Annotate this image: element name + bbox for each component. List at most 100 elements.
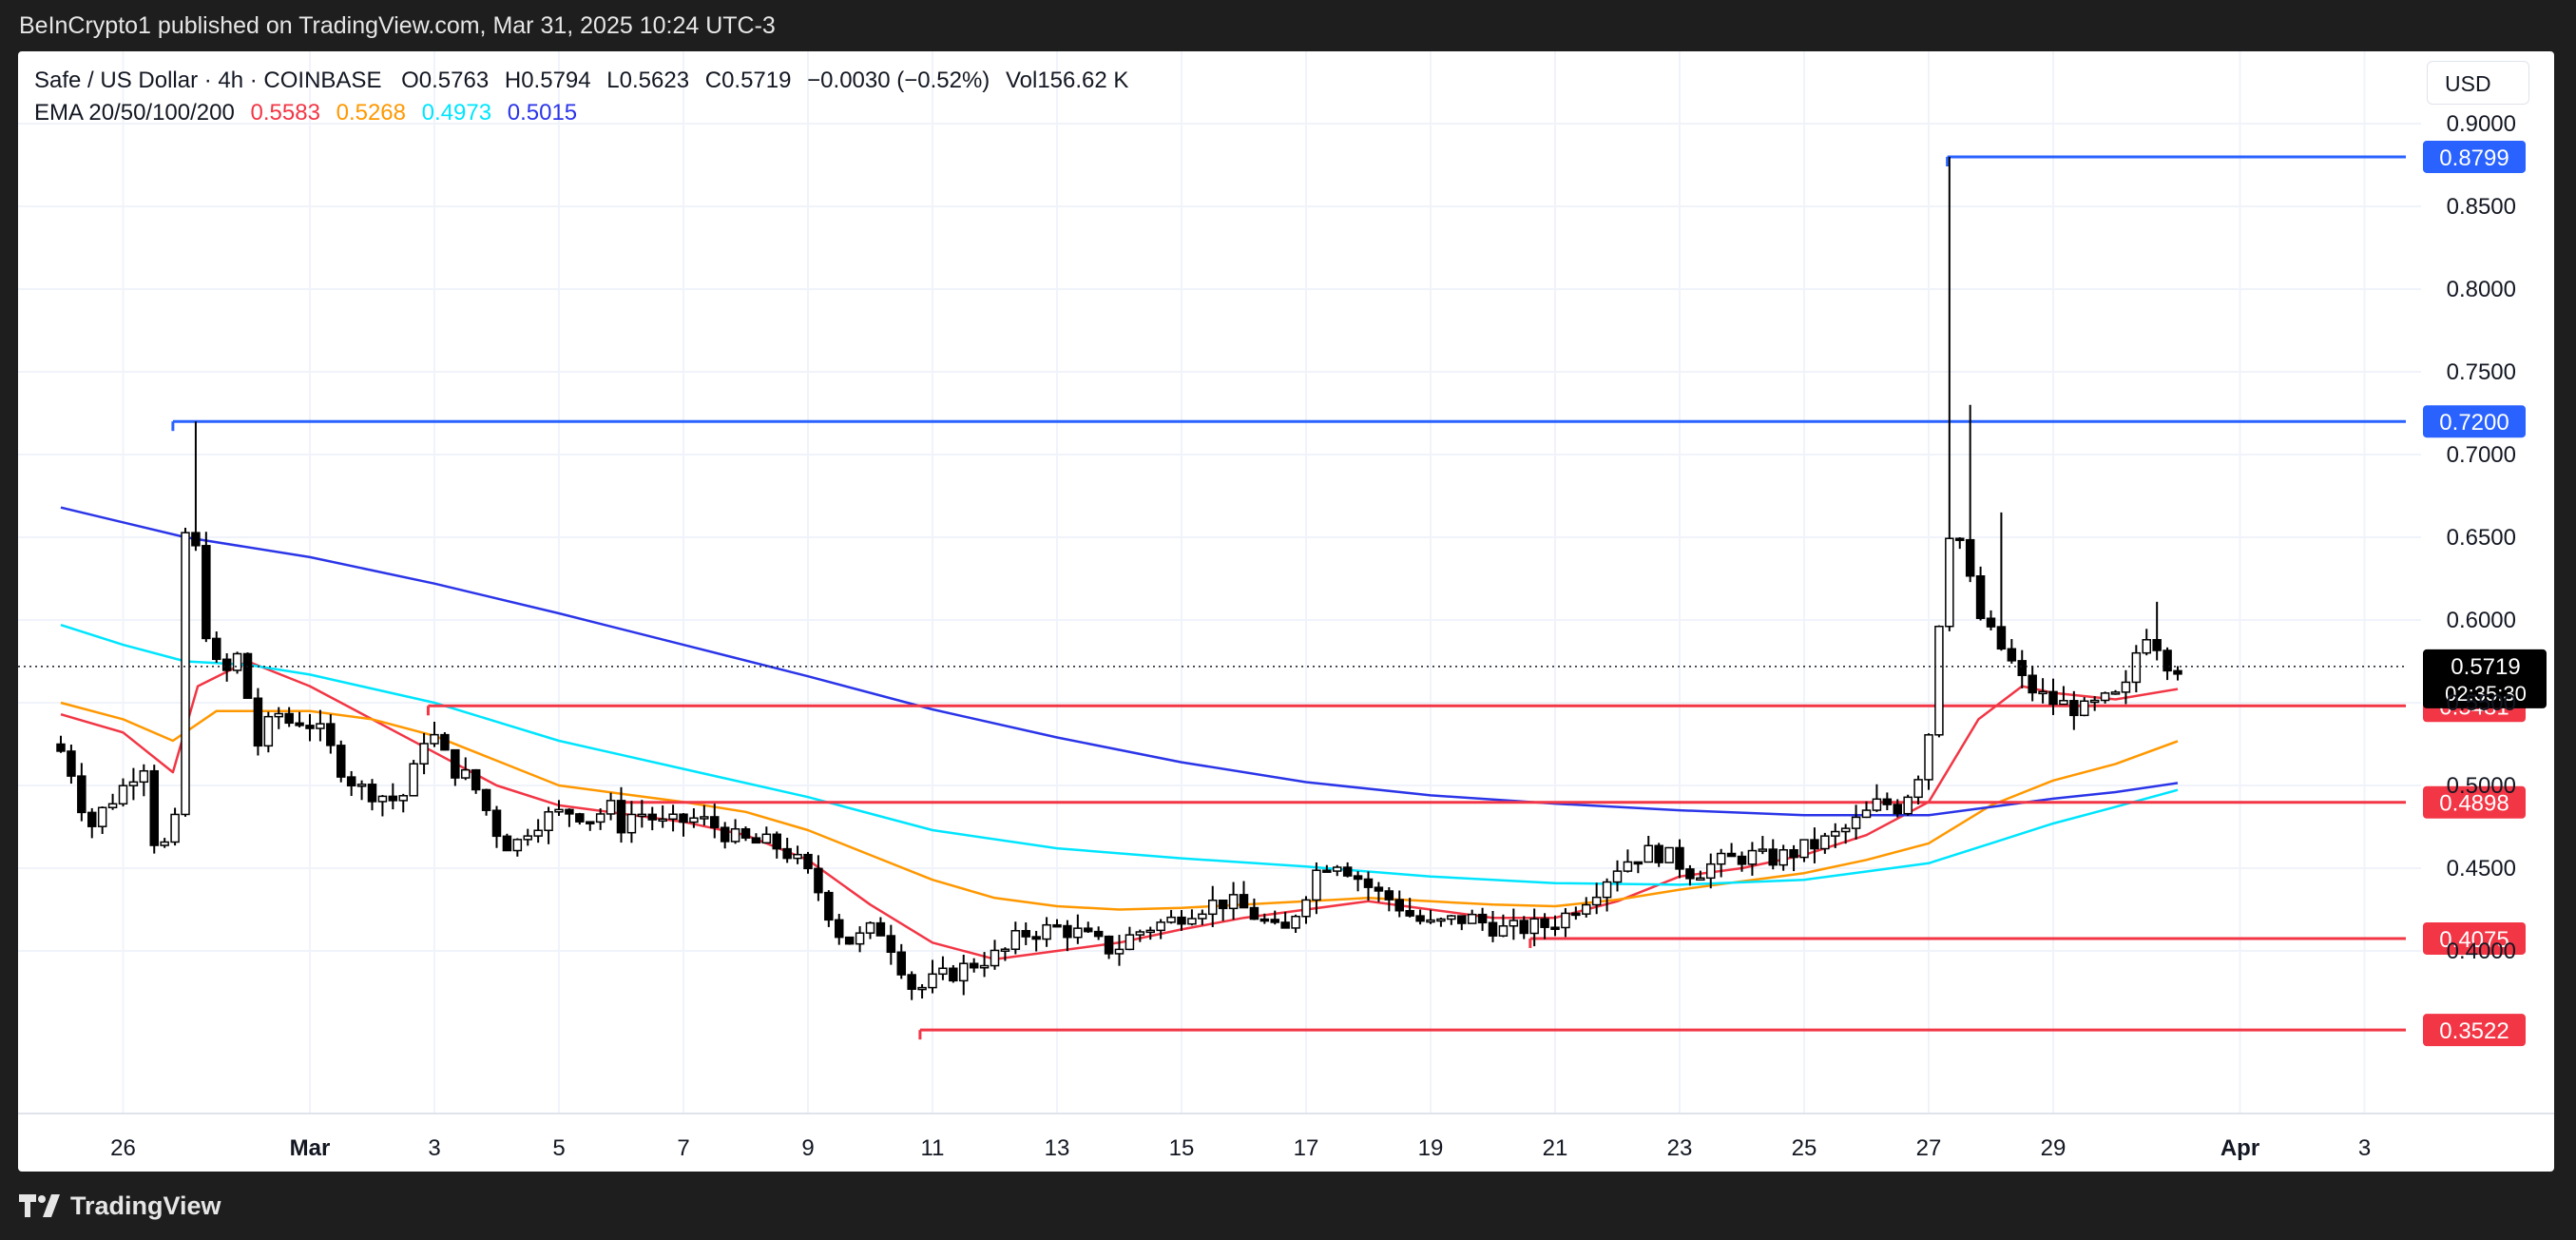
ema-line-ema100 [60,624,2179,886]
candle-body [761,833,772,844]
candle-body [1965,538,1975,577]
candle-body [1218,900,1228,910]
candle-body [118,785,128,805]
candle-body [803,853,813,870]
symbol-title[interactable]: Safe / US Dollar · 4h · COINBASE [34,68,382,93]
candle-body [1342,866,1353,877]
candle-body [1840,827,1851,833]
candle-body [1913,779,1923,799]
candle-body [1612,870,1623,883]
candle-body [1582,903,1591,915]
x-tick-label: 11 [921,1135,945,1161]
candle-body [855,932,865,945]
chart-legend: Safe / US Dollar · 4h · COINBASE O0.5763… [34,65,1138,129]
candle-body [491,809,502,838]
candle-body [1696,877,1705,882]
y-tick-label: 0.5500 [2447,690,2516,716]
candle-body [658,818,667,823]
candle-body [1031,936,1041,940]
candle-body [865,921,875,934]
x-tick-label: 23 [1667,1135,1693,1161]
candle-body [1063,924,1072,939]
level-label: 0.4075 [2439,927,2509,953]
candle-body [949,967,958,982]
ema-line-ema50 [60,701,2179,911]
candle-body [128,781,139,786]
candle-body [1664,846,1674,863]
ema-lines [60,506,2179,960]
candle-body [938,967,948,976]
y-tick-label: 0.7500 [2447,359,2516,385]
candle-body [959,962,969,982]
candle-body [1810,839,1819,850]
candle-body [1571,912,1581,917]
currency-button[interactable]: USD [2427,61,2529,105]
candle-body [710,816,720,828]
candle-body [772,833,781,850]
candle-body [1768,848,1778,866]
candle-body [274,712,283,718]
y-tick-label: 0.6000 [2447,608,2516,633]
level-label: 0.7200 [2439,410,2509,436]
candle-body [896,951,906,976]
candle-body [917,986,927,991]
candle-body [2028,674,2037,694]
candle-body [1052,923,1062,928]
high-value: H0.5794 [504,68,591,93]
candle-body [1706,862,1716,880]
candle-body [616,800,626,834]
level-label-bg [2423,1014,2526,1047]
ema-label[interactable]: EMA 20/50/100/200 [34,100,235,126]
candle-body [471,768,481,791]
candle-body [1924,734,1933,781]
candle-body [1623,861,1633,872]
candle-body [990,949,1000,967]
candle-body [2048,690,2058,706]
y-tick-label: 0.6500 [2447,525,2516,551]
y-tick-label: 0.9000 [2447,111,2516,137]
candle-body [1426,919,1435,923]
candle-body [1084,927,1093,933]
candle-body [139,769,149,784]
candle-body [523,835,532,841]
candle-body [1758,848,1768,852]
candle-body [740,827,751,839]
candle-body [2173,669,2182,675]
bar-countdown-label: 02:35:30 [2445,682,2527,706]
x-tick-label: 15 [1169,1135,1195,1161]
candle-body [1114,948,1125,955]
candle-body [2080,700,2089,717]
candle-body [565,808,574,815]
candle-body [481,788,491,811]
candles [56,156,2182,1000]
candle-body [824,891,834,921]
candle-body [1021,930,1030,938]
x-tick-label: Apr [2220,1135,2259,1161]
candle-body [1986,617,1996,628]
candle-body [1519,920,1528,935]
candle-body [2100,692,2110,702]
candle-body [1591,896,1602,906]
candle-body [1747,849,1758,865]
candle-body [451,748,460,779]
candle-body [647,813,657,821]
x-tick-label: 3 [2358,1135,2371,1161]
current-price-label-bg [2423,649,2547,708]
candle-body [2110,691,2121,695]
candle-body [2142,639,2151,654]
tradingview-logo[interactable]: TradingView [19,1192,221,1221]
candle-body [170,813,180,843]
candle-body [430,733,439,745]
candle-body [2017,660,2027,676]
candle-body [284,712,294,725]
candle-body [1457,915,1467,924]
ema200-value: 0.5015 [507,100,578,126]
level-label: 0.3522 [2439,1018,2509,1044]
x-tick-label: 19 [1418,1135,1444,1161]
x-tick-label: 25 [1792,1135,1817,1161]
candle-body [1529,918,1539,935]
candle-body [1000,948,1010,952]
